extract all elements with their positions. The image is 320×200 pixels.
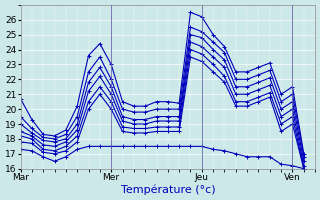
X-axis label: Température (°c): Température (°c) (121, 185, 215, 195)
